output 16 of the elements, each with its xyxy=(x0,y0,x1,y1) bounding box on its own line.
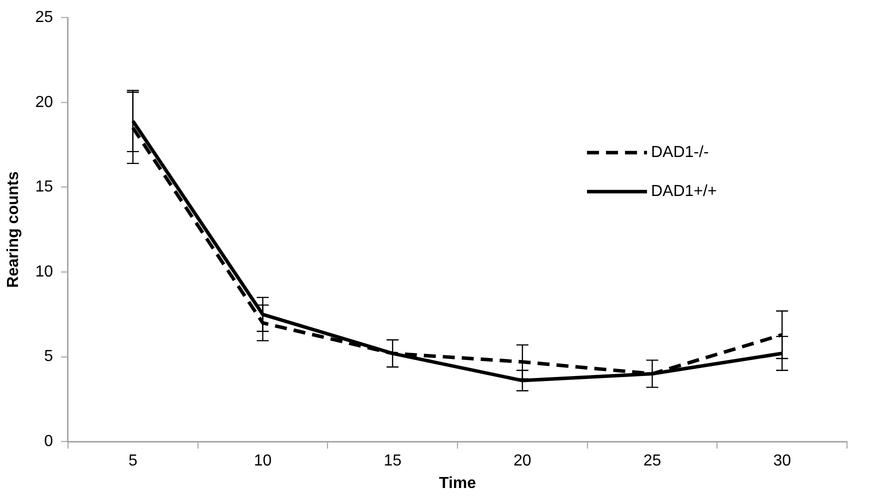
y-tick-label: 25 xyxy=(35,9,54,26)
y-tick-label: 5 xyxy=(44,348,54,366)
x-tick-label: 30 xyxy=(773,452,792,470)
x-axis-title: Time xyxy=(438,474,476,492)
x-tick-label: 20 xyxy=(514,452,532,470)
x-tick-label: 5 xyxy=(128,452,138,470)
y-tick-label: 10 xyxy=(35,263,54,280)
y-tick-label: 20 xyxy=(35,94,54,111)
x-tick-label: 10 xyxy=(254,452,272,470)
y-tick-label: 15 xyxy=(35,178,54,196)
y-tick-label: 0 xyxy=(44,433,54,450)
legend-label: DAD1+/+ xyxy=(651,183,717,200)
legend-label: DAD1-/- xyxy=(651,144,709,162)
y-axis-title: Rearing counts xyxy=(5,171,22,288)
x-tick-label: 25 xyxy=(643,452,662,470)
x-tick-label: 15 xyxy=(384,452,402,470)
